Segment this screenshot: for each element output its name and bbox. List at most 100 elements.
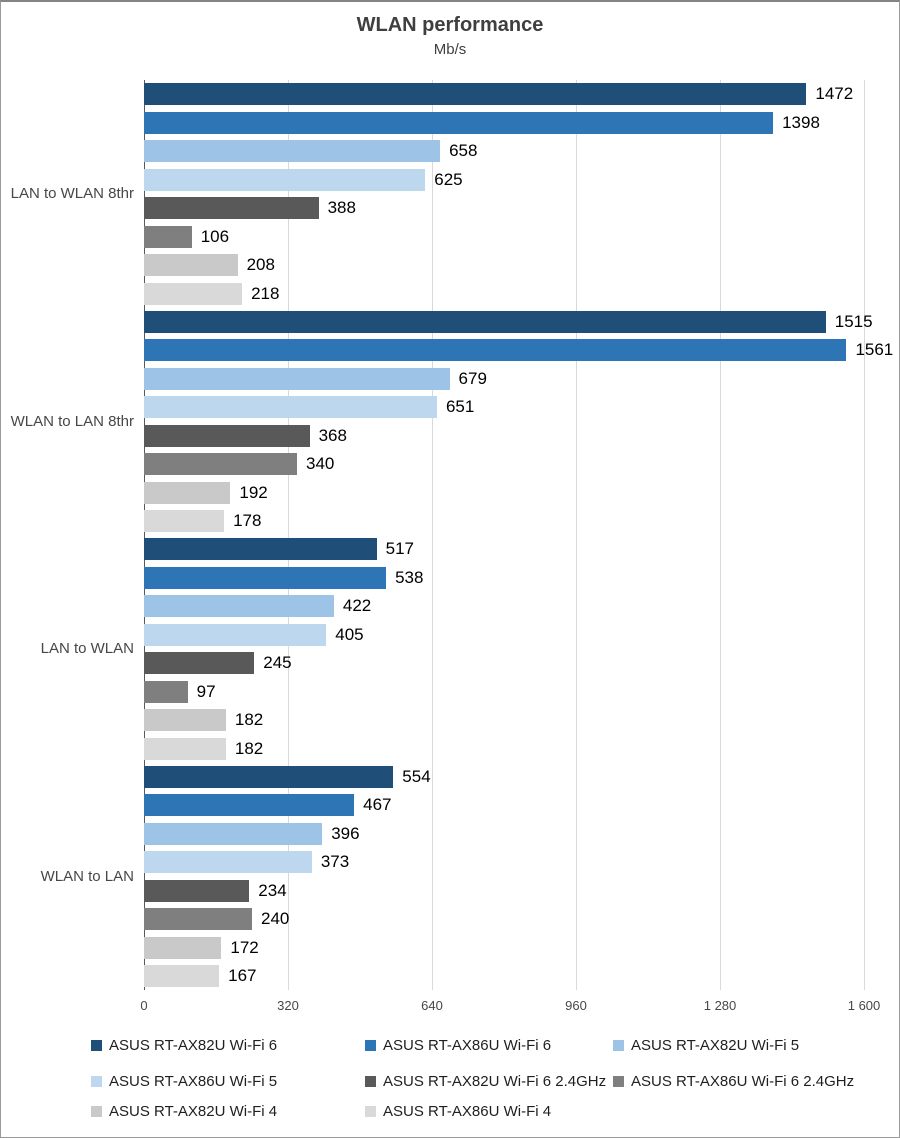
value-label: 651 xyxy=(445,397,475,416)
bar xyxy=(144,83,807,105)
legend-label: ASUS RT-AX86U Wi-Fi 6 2.4GHz xyxy=(631,1072,855,1090)
bar xyxy=(144,709,226,731)
bar xyxy=(144,225,192,248)
bar xyxy=(144,310,826,333)
value-label: 182 xyxy=(234,710,264,729)
value-label: 679 xyxy=(458,368,487,388)
bar-rows: 517 538 422 405 245 97 182 182 xyxy=(144,535,899,763)
value-label: 182 xyxy=(234,738,264,758)
x-tick-label: 0 xyxy=(140,998,148,1013)
gridline xyxy=(576,80,577,990)
bar xyxy=(144,396,437,418)
legend-item: ASUS RT-AX86U Wi-Fi 6 2.4GHz xyxy=(613,1071,854,1091)
bar xyxy=(144,765,394,788)
legend-label: ASUS RT-AX86U Wi-Fi 6 xyxy=(383,1036,552,1054)
bar xyxy=(144,851,312,873)
bar-row: 245 xyxy=(144,652,899,674)
bar xyxy=(144,965,220,987)
legend-item: ASUS RT-AX86U Wi-Fi 6 xyxy=(365,1035,551,1055)
value-label: 396 xyxy=(331,823,360,843)
value-label: 234 xyxy=(258,880,287,900)
value-label: 625 xyxy=(434,169,463,189)
x-axis-labels: 0 320 640 960 1 280 1 600 xyxy=(1,998,899,1018)
value-label: 1398 xyxy=(782,112,820,132)
bar-row: 538 xyxy=(144,566,899,589)
value-label: 373 xyxy=(320,852,350,871)
bar-row: 554 xyxy=(144,765,899,788)
bar xyxy=(144,339,847,361)
bar-row: 218 xyxy=(144,282,899,305)
bar-row: 658 xyxy=(144,140,899,162)
legend-label: ASUS RT-AX82U Wi-Fi 6 2.4GHz xyxy=(383,1072,607,1090)
bar-row: 467 xyxy=(144,794,899,816)
bar-row: 340 xyxy=(144,453,899,475)
bar xyxy=(144,453,297,475)
category-label: LAN to WLAN xyxy=(40,640,134,658)
bar xyxy=(144,566,387,589)
value-label: 218 xyxy=(251,283,280,303)
bar-group: LAN to WLAN 8thr 1472 1398 658 625 388 106 208 2… xyxy=(1,80,899,308)
value-label: 554 xyxy=(402,766,431,786)
legend-item: ASUS RT-AX86U Wi-Fi 4 xyxy=(365,1101,551,1121)
x-tick-label: 640 xyxy=(421,998,443,1013)
bar xyxy=(144,481,231,504)
value-label: 1515 xyxy=(834,311,873,331)
value-label: 1472 xyxy=(815,84,854,103)
bar-row: 373 xyxy=(144,851,899,873)
gridline xyxy=(288,80,289,990)
bar-row: 625 xyxy=(144,168,899,191)
legend-swatch-icon xyxy=(613,1039,624,1051)
legend-item: ASUS RT-AX82U Wi-Fi 6 xyxy=(91,1035,277,1055)
bar xyxy=(144,595,334,617)
legend-label: ASUS RT-AX86U Wi-Fi 5 xyxy=(109,1072,278,1090)
bar-row: 679 xyxy=(144,367,899,390)
bar-row: 106 xyxy=(144,225,899,248)
bar xyxy=(144,623,327,646)
x-tick-label: 320 xyxy=(277,998,299,1013)
bar xyxy=(144,197,319,219)
value-label: 467 xyxy=(363,795,392,814)
bar-row: 396 xyxy=(144,822,899,845)
category-label: LAN to WLAN 8thr xyxy=(10,185,134,203)
plot-area: LAN to WLAN 8thr 1472 1398 658 625 388 106 208 2… xyxy=(1,80,899,990)
legend-item: ASUS RT-AX82U Wi-Fi 5 xyxy=(613,1035,799,1055)
legend-swatch-icon xyxy=(91,1075,102,1087)
legend: ASUS RT-AX82U Wi-Fi 6 ASUS RT-AX86U Wi-Fi… xyxy=(1,1035,899,1135)
bar xyxy=(144,282,243,305)
chart-title: WLAN performance xyxy=(356,14,544,36)
value-label: 240 xyxy=(261,909,290,928)
bar-row: 192 xyxy=(144,481,899,504)
bar-row: 1561 xyxy=(144,339,899,361)
bar-row: 97 xyxy=(144,680,899,703)
bar-group: LAN to WLAN 517 538 422 405 245 97 182 182 xyxy=(1,535,899,763)
bar-row: 240 xyxy=(144,908,899,930)
value-label: 208 xyxy=(246,255,275,274)
bar-row: 182 xyxy=(144,737,899,760)
value-label: 422 xyxy=(342,596,372,615)
bar xyxy=(144,254,238,276)
bar xyxy=(144,652,255,674)
gridline xyxy=(864,80,865,990)
legend-item: ASUS RT-AX82U Wi-Fi 6 2.4GHz xyxy=(365,1071,606,1091)
bar-row: 517 xyxy=(144,538,899,560)
bar-row: 368 xyxy=(144,424,899,447)
legend-swatch-icon xyxy=(91,1039,102,1051)
bar xyxy=(144,140,441,162)
bar-row: 234 xyxy=(144,879,899,902)
chart-subtitle: Mb/s xyxy=(433,41,467,58)
legend-label: ASUS RT-AX82U Wi-Fi 6 xyxy=(109,1036,278,1054)
legend-item: ASUS RT-AX82U Wi-Fi 4 xyxy=(91,1101,277,1121)
legend-swatch-icon xyxy=(613,1075,624,1087)
value-label: 172 xyxy=(230,937,259,957)
value-label: 192 xyxy=(239,482,268,502)
category-label: WLAN to LAN xyxy=(40,867,134,885)
value-label: 405 xyxy=(335,624,364,644)
legend-swatch-icon xyxy=(365,1075,376,1087)
bar xyxy=(144,822,323,845)
value-label: 1561 xyxy=(855,340,894,359)
bar-row: 208 xyxy=(144,254,899,276)
bar xyxy=(144,168,426,191)
x-tick-label: 960 xyxy=(565,998,587,1013)
bar-row: 1398 xyxy=(144,111,899,134)
bar-row: 182 xyxy=(144,709,899,731)
